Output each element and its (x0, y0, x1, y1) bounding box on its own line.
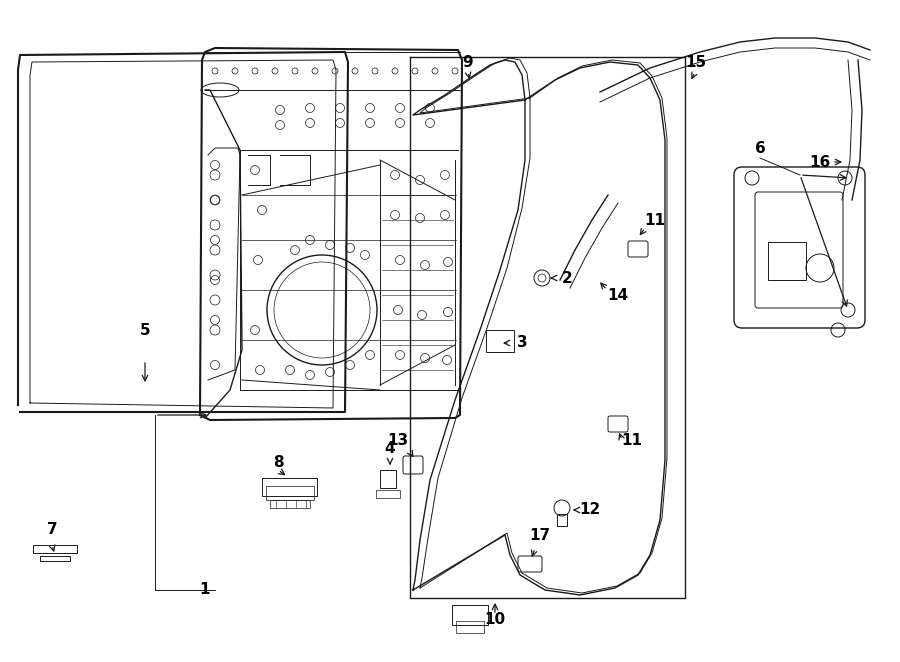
Text: 11: 11 (644, 213, 665, 228)
Text: 12: 12 (580, 502, 600, 518)
Text: 10: 10 (484, 612, 506, 628)
Bar (557, 514, 567, 526)
Bar (768, 242, 806, 280)
Bar (376, 490, 400, 498)
Text: 8: 8 (273, 455, 284, 469)
Bar (262, 478, 317, 496)
Text: 3: 3 (517, 334, 527, 350)
Text: 16: 16 (809, 154, 831, 169)
Text: 13: 13 (387, 432, 409, 448)
Text: 15: 15 (686, 54, 706, 70)
Text: 14: 14 (608, 287, 628, 303)
Bar (40, 556, 70, 561)
Bar (33, 545, 77, 553)
Text: 9: 9 (463, 54, 473, 70)
Bar (452, 605, 488, 625)
Bar (456, 621, 484, 633)
Text: 6: 6 (754, 140, 765, 156)
Bar (266, 486, 314, 500)
Text: 1: 1 (200, 583, 211, 598)
Text: 4: 4 (384, 440, 395, 455)
Text: 17: 17 (529, 528, 551, 542)
Bar (380, 470, 396, 488)
Text: 11: 11 (622, 432, 643, 448)
Bar (270, 500, 310, 508)
Text: 5: 5 (140, 322, 150, 338)
Text: 2: 2 (562, 271, 572, 285)
Text: 7: 7 (47, 522, 58, 538)
